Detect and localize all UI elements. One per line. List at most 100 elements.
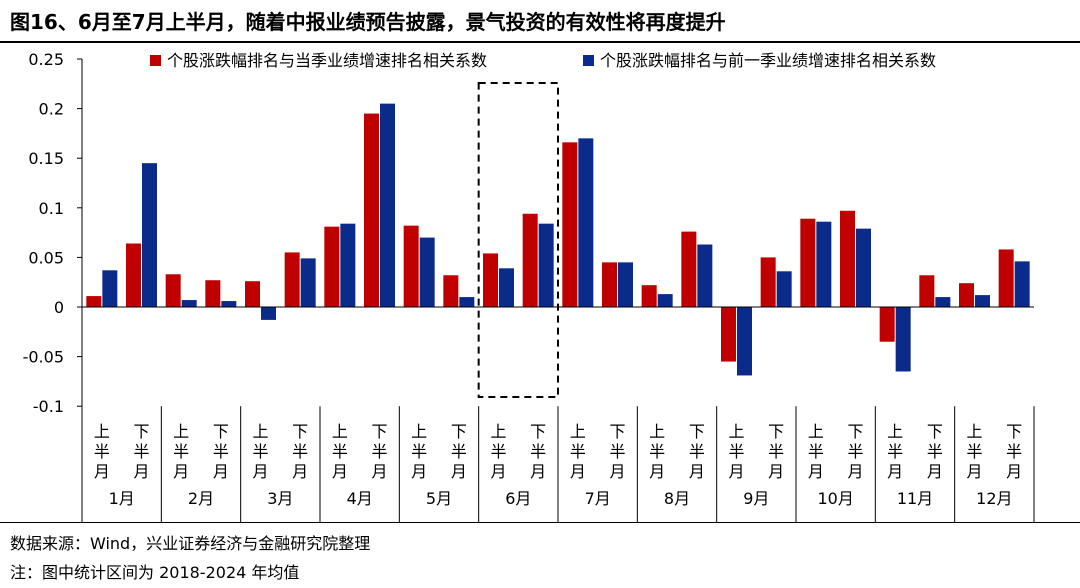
half-month-label: 半: [808, 442, 824, 461]
month-label: 9月: [743, 489, 769, 508]
highlight-box: [477, 82, 559, 398]
chart-area: 0.25 0.2 0.15 0.1 0.05 0 -0.05 -0.1 上半月 下半月 上半月 下半月…: [0, 44, 1080, 522]
half-month-label: 上: [649, 422, 665, 441]
month-label: 6月: [505, 489, 531, 508]
legend-label: 个股涨跌幅排名与当季业绩增速排名相关系数: [167, 51, 487, 70]
bar-current-quarter: [284, 252, 300, 307]
half-month-label: 半: [411, 442, 427, 461]
half-month-label: 半: [966, 442, 982, 461]
bar-current-quarter: [165, 274, 181, 307]
half-month-label: 半: [173, 442, 189, 461]
half-month-label: 下: [530, 422, 546, 441]
half-month-label: 月: [371, 462, 387, 481]
half-month-label: 半: [213, 442, 229, 461]
legend-swatch: [583, 55, 594, 66]
footer-divider: [0, 522, 1080, 523]
bar-previous-quarter: [737, 307, 752, 376]
bar-previous-quarter: [657, 294, 673, 307]
half-month-label: 月: [808, 462, 824, 481]
month-label: 3月: [267, 489, 293, 508]
half-month-label: 月: [411, 462, 427, 481]
half-month-label: 月: [728, 462, 744, 481]
month-label: 4月: [347, 489, 373, 508]
half-month-label: 下: [292, 422, 308, 441]
half-month-label: 上: [94, 422, 110, 441]
half-month-label: 下: [451, 422, 467, 441]
bar-previous-quarter: [697, 244, 713, 307]
bar-current-quarter: [403, 225, 419, 307]
half-month-label: 上: [966, 422, 982, 441]
half-month-label: 半: [133, 442, 149, 461]
half-month-label: 下: [768, 422, 784, 441]
half-month-label: 月: [649, 462, 665, 481]
bar-chart: 0.25 0.2 0.15 0.1 0.05 0 -0.05 -0.1 上半月 下半月 上半月 下半月…: [23, 50, 1035, 522]
half-month-label: 下: [371, 422, 387, 441]
half-month-label: 半: [94, 442, 110, 461]
half-month-label: 半: [451, 442, 467, 461]
bar-previous-quarter: [578, 138, 594, 307]
half-month-label: 下: [927, 422, 943, 441]
half-month-label: 半: [927, 442, 943, 461]
half-month-label: 月: [768, 462, 784, 481]
bar-current-quarter: [562, 142, 578, 307]
half-month-label: 月: [213, 462, 229, 481]
month-label: 11月: [897, 489, 933, 508]
legend-swatch: [150, 55, 161, 66]
y-tick-label: -0.05: [23, 348, 64, 367]
bar-previous-quarter: [300, 258, 316, 307]
bar-previous-quarter: [261, 307, 276, 320]
half-month-label: 下: [609, 422, 625, 441]
half-month-label: 下: [689, 422, 705, 441]
half-month-label: 上: [887, 422, 903, 441]
half-month-label: 下: [1006, 422, 1022, 441]
bar-current-quarter: [681, 231, 697, 307]
half-month-label: 半: [728, 442, 744, 461]
half-month-label: 月: [292, 462, 308, 481]
month-label: 5月: [426, 489, 452, 508]
month-label: 7月: [585, 489, 611, 508]
half-month-label: 半: [689, 442, 705, 461]
month-label: 8月: [664, 489, 690, 508]
bar-current-quarter: [522, 213, 538, 307]
y-tick-label: 0.2: [39, 100, 64, 119]
y-tick-label: 0.1: [39, 199, 64, 218]
half-month-label: 月: [570, 462, 586, 481]
bar-current-quarter: [86, 296, 102, 307]
half-month-label: 半: [332, 442, 348, 461]
half-month-label: 下: [847, 422, 863, 441]
half-month-label: 上: [411, 422, 427, 441]
bar-previous-quarter: [816, 221, 832, 307]
half-month-label: 上: [252, 422, 268, 441]
bar-current-quarter: [641, 285, 657, 307]
bar-previous-quarter: [181, 300, 197, 307]
bar-current-quarter: [483, 253, 498, 307]
month-label: 10月: [817, 489, 853, 508]
half-month-label: 下: [213, 422, 229, 441]
y-tick-label: 0: [54, 298, 64, 317]
y-tick-label: 0.15: [28, 149, 64, 168]
bar-current-quarter: [879, 307, 895, 342]
half-month-label: 月: [490, 462, 506, 481]
half-month-label: 半: [609, 442, 625, 461]
chart-title: 图16、6月至7月上半月，随着中报业绩预告披露，景气投资的有效性将再度提升: [10, 10, 726, 34]
y-tick-label: 0.05: [28, 248, 64, 267]
half-month-label: 半: [292, 442, 308, 461]
half-month-label: 半: [490, 442, 506, 461]
bar-current-quarter: [800, 218, 816, 307]
half-month-label: 月: [252, 462, 268, 481]
month-label: 1月: [109, 489, 135, 508]
period-note: 注：图中统计区间为 2018-2024 年均值: [10, 563, 300, 582]
half-month-label: 月: [966, 462, 982, 481]
half-month-label: 月: [332, 462, 348, 481]
bar-previous-quarter: [499, 268, 514, 307]
half-month-label: 半: [252, 442, 268, 461]
y-tick-label: -0.1: [33, 397, 64, 416]
bar-previous-quarter: [221, 301, 237, 307]
bar-current-quarter: [998, 249, 1014, 307]
half-month-label: 上: [332, 422, 348, 441]
bar-current-quarter: [721, 307, 736, 362]
bar-previous-quarter: [102, 270, 118, 307]
bar-current-quarter: [364, 113, 379, 307]
half-month-label: 半: [530, 442, 546, 461]
month-label: 12月: [976, 489, 1012, 508]
